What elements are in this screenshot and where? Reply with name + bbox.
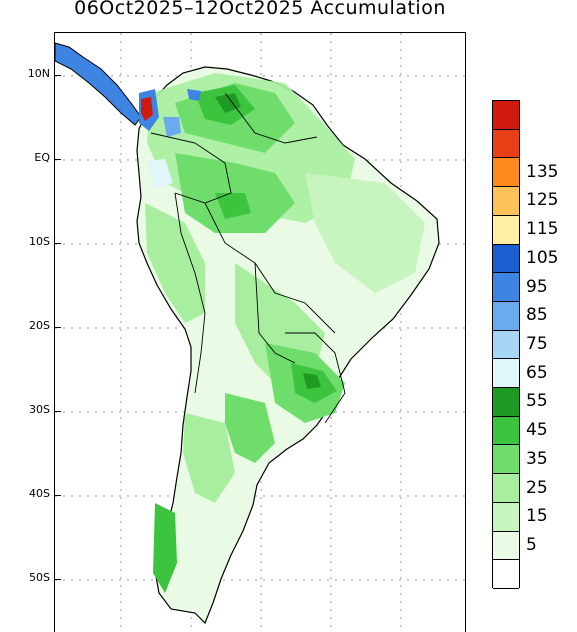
legend-swatch: [493, 330, 519, 360]
lat-label: 50S: [29, 571, 50, 584]
legend-swatch: [493, 560, 519, 589]
legend-label: 35: [526, 448, 548, 469]
legend-swatch: [493, 445, 519, 475]
precip-legend: [492, 100, 520, 589]
legend-label: 45: [526, 420, 548, 441]
legend-label: 25: [526, 477, 548, 498]
heavy-rain-spots: [139, 89, 201, 189]
legend-label: 95: [526, 276, 548, 297]
rainfall-shading: [145, 73, 425, 593]
lat-label: 10N: [27, 67, 50, 80]
legend-label: 55: [526, 391, 548, 412]
country-borders: [150, 92, 346, 424]
legend-label: 65: [526, 362, 548, 383]
legend-label: 15: [526, 506, 548, 527]
legend-swatch: [493, 502, 519, 532]
lat-label: 10S: [29, 235, 50, 248]
legend-label: 85: [526, 305, 548, 326]
rainfall-map: [55, 33, 465, 632]
legend-swatch: [493, 359, 519, 389]
legend-label: 125: [526, 190, 559, 211]
legend-swatch: [493, 388, 519, 417]
legend-swatch: [493, 244, 519, 274]
legend-swatch: [493, 474, 519, 503]
legend-swatch: [493, 301, 519, 331]
legend-label: 5: [526, 534, 537, 555]
lat-label: EQ: [34, 151, 50, 164]
legend-swatch: [493, 531, 519, 561]
legend-swatch: [493, 129, 519, 159]
lat-label: 30S: [29, 403, 50, 416]
legend-label: 75: [526, 334, 548, 354]
legend-label: 135: [526, 161, 559, 182]
legend-swatch: [493, 215, 519, 245]
lat-label: 20S: [29, 319, 50, 332]
lat-label: 40S: [29, 487, 50, 500]
legend-swatch: [493, 158, 519, 188]
map-title: 06Oct2025–12Oct2025 Accumulation: [74, 0, 446, 19]
legend-swatch: [493, 273, 519, 302]
legend-swatch: [493, 416, 519, 446]
legend-label: 105: [526, 247, 559, 268]
legend-swatch: [493, 187, 519, 216]
legend-label: 115: [526, 219, 559, 240]
central-america-land: [55, 42, 142, 126]
legend-swatch: [493, 101, 519, 130]
map-frame: [54, 32, 466, 632]
